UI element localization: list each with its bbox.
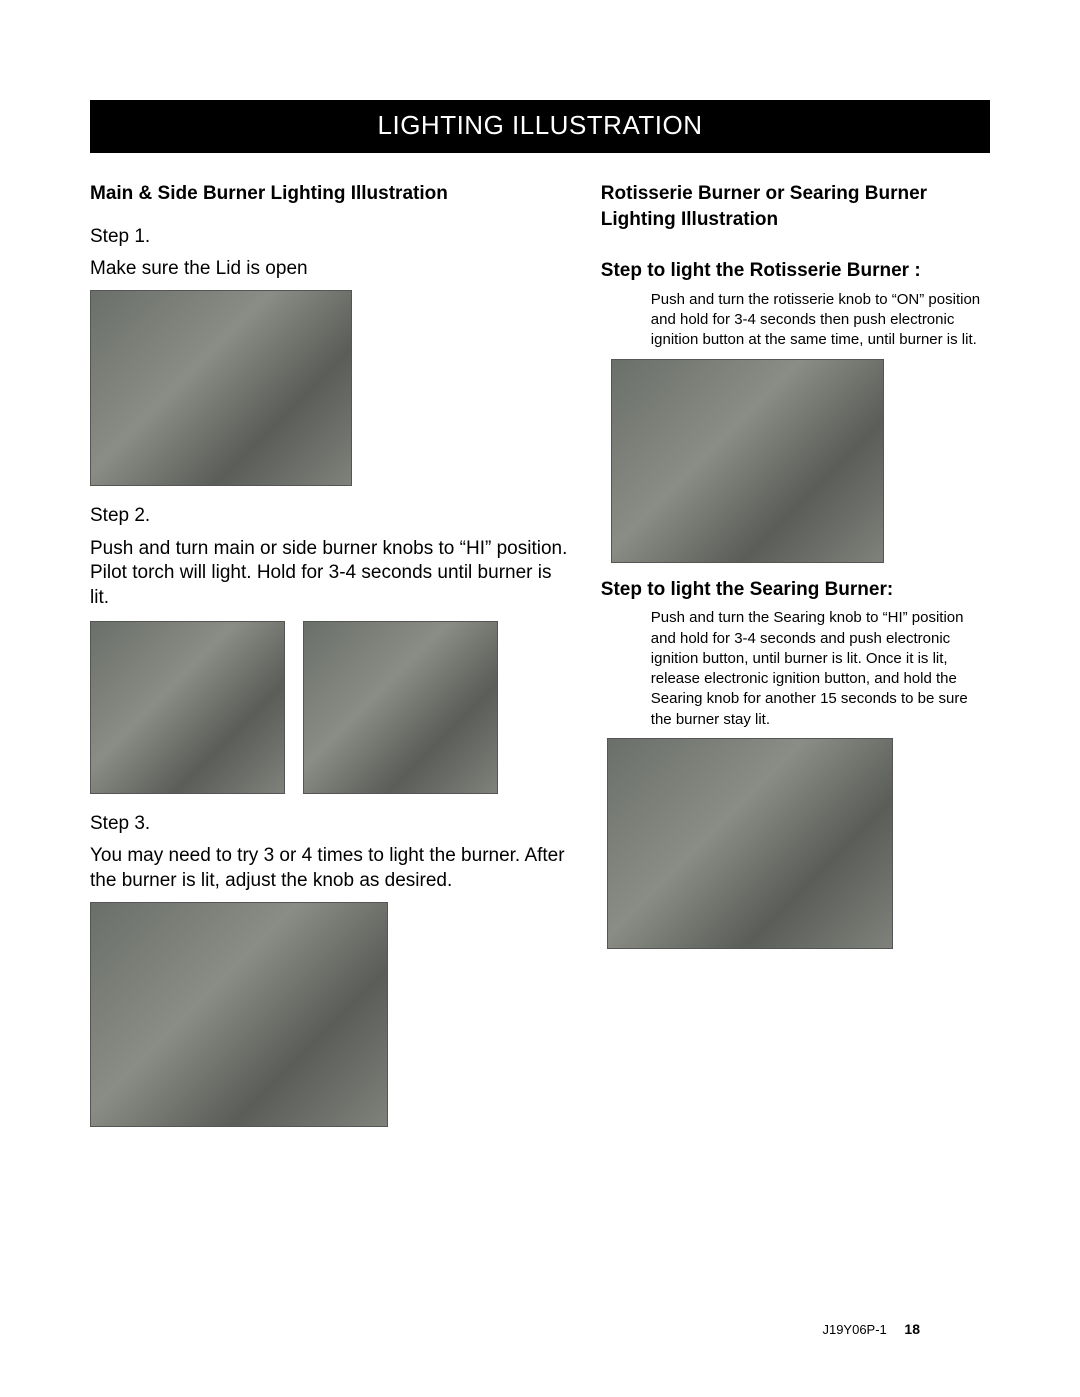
step1-label: Step 1. bbox=[90, 225, 571, 250]
step3-text: You may need to try 3 or 4 times to ligh… bbox=[90, 844, 571, 893]
step2-image-b bbox=[303, 621, 498, 794]
page-number: 18 bbox=[904, 1321, 920, 1337]
step2-image-row bbox=[90, 621, 571, 794]
searing-image bbox=[607, 738, 893, 949]
step1-text: Make sure the Lid is open bbox=[90, 257, 571, 282]
left-heading: Main & Side Burner Lighting Illustration bbox=[90, 181, 571, 207]
right-heading: Rotisserie Burner or Searing Burner Ligh… bbox=[601, 181, 990, 232]
doc-code: J19Y06P-1 bbox=[822, 1322, 886, 1337]
searing-text: Push and turn the Searing knob to “HI” p… bbox=[601, 608, 990, 730]
step2-label: Step 2. bbox=[90, 504, 571, 529]
step1-image bbox=[90, 290, 352, 486]
searing-heading: Step to light the Searing Burner: bbox=[601, 577, 990, 603]
two-column-layout: Main & Side Burner Lighting Illustration… bbox=[90, 181, 990, 1127]
step3-image bbox=[90, 902, 388, 1127]
right-column: Rotisserie Burner or Searing Burner Ligh… bbox=[601, 181, 990, 1127]
manual-page: LIGHTING ILLUSTRATION Main & Side Burner… bbox=[0, 0, 1080, 1397]
step3-label: Step 3. bbox=[90, 812, 571, 837]
rotisserie-heading: Step to light the Rotisserie Burner : bbox=[601, 258, 990, 284]
step2-text: Push and turn main or side burner knobs … bbox=[90, 537, 571, 611]
step2-image-a bbox=[90, 621, 285, 794]
rotisserie-text: Push and turn the rotisserie knob to “ON… bbox=[601, 290, 990, 351]
page-footer: J19Y06P-1 18 bbox=[822, 1321, 920, 1337]
rotisserie-image bbox=[611, 359, 884, 563]
title-bar: LIGHTING ILLUSTRATION bbox=[90, 100, 990, 153]
left-column: Main & Side Burner Lighting Illustration… bbox=[90, 181, 571, 1127]
